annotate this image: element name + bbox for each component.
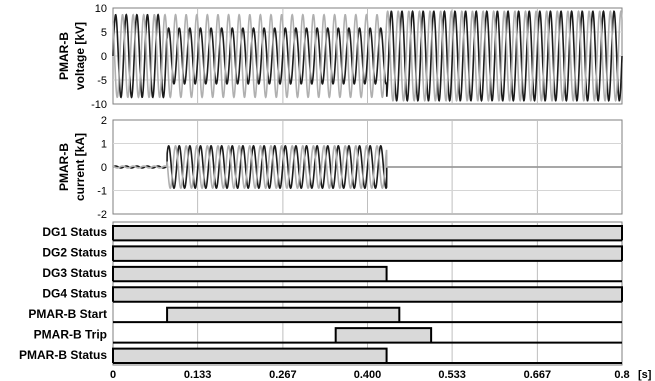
current-waveforms (112, 144, 622, 190)
status-bar-fill (113, 348, 387, 363)
status-bar-fill (167, 307, 400, 323)
current-panel: 2 1 0 -1 -2 PMAR-B current [kA] (57, 115, 623, 221)
status-bar-edge (334, 327, 433, 343)
x-tick-label: 0.400 (354, 369, 382, 381)
status-bar-edge (112, 286, 623, 302)
current-ytick-label: 2 (101, 115, 107, 127)
current-ylabel-line1: PMAR-B (57, 143, 71, 191)
status-bars (112, 225, 623, 364)
status-bar-fill (335, 328, 432, 343)
current-ylabel-line2: current [kA] (73, 133, 87, 201)
voltage-ytick-labels: 10 5 0 -5 -10 (91, 3, 107, 111)
voltage-ytick-label: 5 (101, 27, 107, 39)
status-bar-edge (112, 347, 388, 363)
current-ytick-label: 1 (101, 139, 107, 151)
status-labels: DG1 Status DG2 Status DG3 Status DG4 Status… (19, 225, 107, 362)
current-series-2 (112, 144, 622, 190)
status-bar-edge (112, 265, 388, 282)
x-tick-label: 0.533 (438, 369, 466, 381)
current-ytick-label: -1 (97, 186, 107, 198)
status-row-label: PMAR-B Start (28, 307, 107, 321)
x-tick-label: 0.8 (614, 369, 629, 381)
status-row-label: DG4 Status (42, 287, 107, 301)
voltage-ytick-label: 0 (101, 51, 107, 63)
voltage-ylabel-line2: voltage [kV] (73, 22, 87, 90)
voltage-series-1 (112, 9, 623, 103)
status-bar-edge (166, 306, 401, 323)
voltage-ytick-label: -10 (91, 99, 107, 111)
current-ytick-label: 0 (101, 162, 107, 174)
voltage-ytick-label: 10 (95, 3, 107, 15)
status-row-label: DG1 Status (42, 225, 107, 239)
status-bar-fill (113, 287, 622, 302)
x-axis: 0 0.133 0.267 0.400 0.533 0.667 0.8 (110, 369, 630, 381)
voltage-ytick-label: -5 (97, 75, 107, 87)
x-tick-label: 0 (110, 369, 116, 381)
status-panel: DG1 Status DG2 Status DG3 Status DG4 Status… (19, 221, 623, 366)
status-bar-fill (113, 246, 622, 261)
x-axis-unit: [s] (638, 369, 652, 381)
status-row-label: DG2 Status (42, 246, 107, 260)
voltage-ylabel-line1: PMAR-B (57, 32, 71, 80)
x-tick-label: 0.667 (524, 369, 552, 381)
status-bar-edge (112, 245, 623, 261)
voltage-panel: 10 5 0 -5 -10 PMAR-B voltage [kV] (57, 3, 623, 111)
x-tick-label: 0.267 (269, 369, 297, 381)
x-tick-label: 0.133 (184, 369, 212, 381)
voltage-waveforms (112, 9, 623, 103)
status-bar-fill (113, 226, 622, 241)
status-bar-fill (113, 266, 387, 282)
current-ytick-labels: 2 1 0 -1 -2 (97, 115, 107, 221)
status-row-label: DG3 Status (42, 266, 107, 280)
status-row-label: PMAR-B Trip (34, 327, 107, 341)
voltage-series-2 (112, 10, 623, 103)
status-row-label: PMAR-B Status (19, 348, 107, 362)
status-bar-edge (112, 225, 623, 241)
current-ytick-label: -2 (97, 209, 107, 221)
